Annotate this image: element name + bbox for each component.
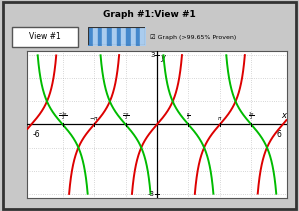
Text: $\pi$: $\pi$	[217, 115, 222, 122]
Text: $\frac{-\pi}{2}$: $\frac{-\pi}{2}$	[122, 111, 129, 122]
Text: -3: -3	[148, 191, 155, 197]
Text: 6: 6	[276, 130, 281, 139]
Text: -6: -6	[33, 130, 41, 139]
FancyBboxPatch shape	[12, 27, 78, 47]
Text: ☑ Graph (>99.65% Proven): ☑ Graph (>99.65% Proven)	[150, 34, 236, 40]
Text: $-\pi$: $-\pi$	[89, 115, 99, 122]
Text: 3: 3	[150, 52, 155, 58]
Text: y: y	[160, 53, 165, 62]
Text: $\frac{\pi}{2}$: $\frac{\pi}{2}$	[186, 111, 191, 122]
Text: x: x	[281, 111, 286, 120]
Text: $\frac{-3\pi}{2}$: $\frac{-3\pi}{2}$	[58, 110, 68, 122]
Text: $\frac{3\pi}{2}$: $\frac{3\pi}{2}$	[248, 110, 255, 122]
Text: Graph #1:View #1: Graph #1:View #1	[103, 10, 196, 19]
Text: View #1: View #1	[29, 32, 61, 41]
